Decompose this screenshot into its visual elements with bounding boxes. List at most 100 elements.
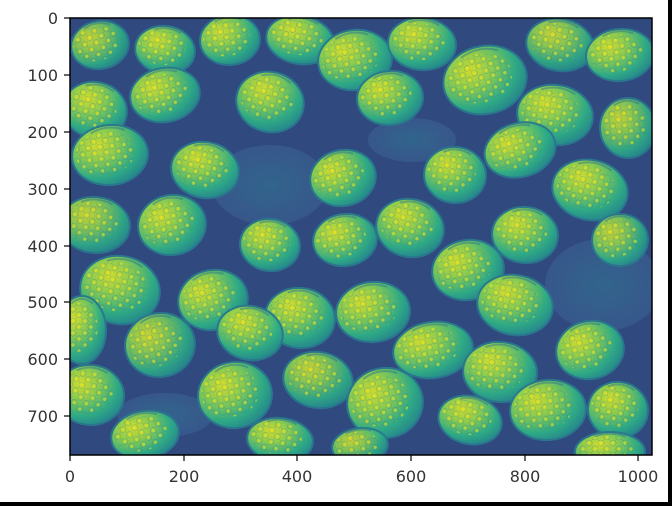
- strawberry-top-shadow: [334, 31, 369, 40]
- strawberry-top-shadow: [126, 411, 158, 421]
- strawberry-top-shadow: [399, 200, 431, 210]
- strawberry-shape: [442, 44, 528, 116]
- x-tick-label: 0: [65, 467, 75, 486]
- strawberry-top-shadow: [602, 30, 634, 38]
- strawberry-top-shadow: [90, 126, 125, 135]
- y-tick-label: 100: [27, 66, 58, 85]
- strawberry-seeds: [559, 327, 612, 370]
- strawberry-seeds: [75, 131, 135, 175]
- strawberry-seeds: [270, 19, 323, 56]
- strawberry-seeds: [240, 76, 293, 121]
- strawberry-seeds: [447, 53, 512, 104]
- strawberry-seeds: [594, 219, 639, 258]
- strawberry-seeds: [360, 76, 412, 116]
- strawberry-seeds: [243, 223, 291, 262]
- strawberry-top-shadow: [139, 314, 172, 324]
- strawberry-seeds: [70, 302, 98, 352]
- strawberry-seeds: [201, 369, 260, 417]
- strawberry-shape: [375, 197, 445, 259]
- strawberry-top-shadow: [541, 86, 576, 96]
- strawberry-seeds: [70, 202, 119, 243]
- strawberry-shape: [235, 70, 305, 134]
- strawberry-shape: [392, 320, 474, 380]
- strawberry-shape: [246, 416, 314, 455]
- strawberry-leaf: [368, 118, 456, 162]
- strawberry-shape: [491, 205, 559, 265]
- strawberry-seeds: [250, 421, 302, 454]
- strawberry-top-shadow: [345, 428, 372, 435]
- y-tick-label: 500: [27, 293, 58, 312]
- strawberry-top-shadow: [193, 143, 225, 152]
- strawberry-shape: [331, 426, 389, 455]
- strawberry-shape: [70, 363, 125, 427]
- strawberry-top-shadow: [528, 381, 564, 390]
- strawberry-shape: [335, 280, 411, 344]
- strawberry-shape: [170, 140, 240, 200]
- strawberry-seeds: [466, 347, 525, 391]
- strawberry-seeds: [350, 375, 410, 427]
- strawberry-top-shadow: [266, 418, 298, 426]
- strawberry-seeds: [334, 431, 379, 455]
- strawberry-top-shadow: [604, 215, 631, 222]
- strawberry-seeds: [133, 73, 188, 114]
- strawberry-shape: [555, 319, 625, 381]
- strawberry-seeds: [530, 23, 583, 62]
- strawberry-seeds: [313, 156, 365, 198]
- strawberry-top-shadow: [153, 26, 182, 35]
- strawberry-shape: [137, 193, 207, 257]
- strawberry-seeds: [396, 328, 459, 369]
- strawberry-seeds: [602, 104, 647, 148]
- y-tick-label: 300: [27, 180, 58, 199]
- strawberry-top-shadow: [261, 73, 292, 85]
- strawberry-top-shadow: [485, 343, 520, 352]
- strawberry-shape: [574, 431, 646, 455]
- y-tick-label: 0: [48, 9, 58, 28]
- strawberry-seeds: [141, 201, 194, 246]
- strawberry-top-shadow: [85, 83, 115, 93]
- strawberry-leaf: [212, 145, 328, 225]
- strawberry-shape: [387, 18, 457, 72]
- strawberry-seeds: [181, 276, 236, 321]
- axes-frame: [69, 17, 653, 456]
- strawberry-top-shadow: [76, 366, 108, 374]
- strawberry-top-shadow: [613, 99, 640, 107]
- strawberry-top-shadow: [447, 241, 481, 251]
- strawberry-seeds: [487, 128, 543, 170]
- strawberry-shape: [598, 97, 652, 159]
- y-tick-label: 600: [27, 350, 58, 369]
- strawberry-shape: [197, 360, 273, 430]
- strawberry-top-shadow: [460, 47, 499, 59]
- strawberry-shape: [551, 158, 629, 222]
- strawberry-top-shadow: [548, 20, 580, 29]
- y-tick-label: 400: [27, 237, 58, 256]
- strawberry-seeds: [84, 261, 147, 312]
- x-tick-label: 800: [510, 467, 541, 486]
- strawberry-seeds: [128, 320, 183, 367]
- strawberry-top-shadow: [459, 396, 489, 406]
- strawberry-top-shadow: [83, 22, 110, 30]
- strawberry-seeds: [380, 203, 433, 247]
- strawberry-seeds: [339, 288, 398, 332]
- strawberry-top-shadow: [70, 297, 94, 305]
- strawberry-shape: [129, 66, 201, 124]
- image-region: [70, 18, 652, 455]
- strawberry-shape: [483, 121, 557, 179]
- strawberry-shape: [124, 311, 196, 379]
- strawberry-top-shadow: [327, 215, 357, 223]
- strawberry-shape: [216, 304, 284, 362]
- strawberry-seeds: [391, 22, 445, 61]
- strawberry-shape: [476, 273, 554, 337]
- strawberry-seeds: [591, 387, 639, 428]
- strawberry-top-shadow: [239, 307, 270, 317]
- strawberry-top-shadow: [362, 370, 398, 380]
- strawberry-shape: [437, 394, 503, 446]
- strawberry-top-shadow: [577, 161, 613, 172]
- strawberry-top-shadow: [192, 271, 224, 282]
- x-tick-label: 200: [169, 467, 200, 486]
- strawberry-seeds: [589, 34, 643, 73]
- strawberry-top-shadow: [106, 257, 143, 268]
- strawberry-top-shadow: [512, 208, 543, 216]
- x-tick-label: 1000: [618, 467, 659, 486]
- strawberry-top-shadow: [501, 276, 537, 286]
